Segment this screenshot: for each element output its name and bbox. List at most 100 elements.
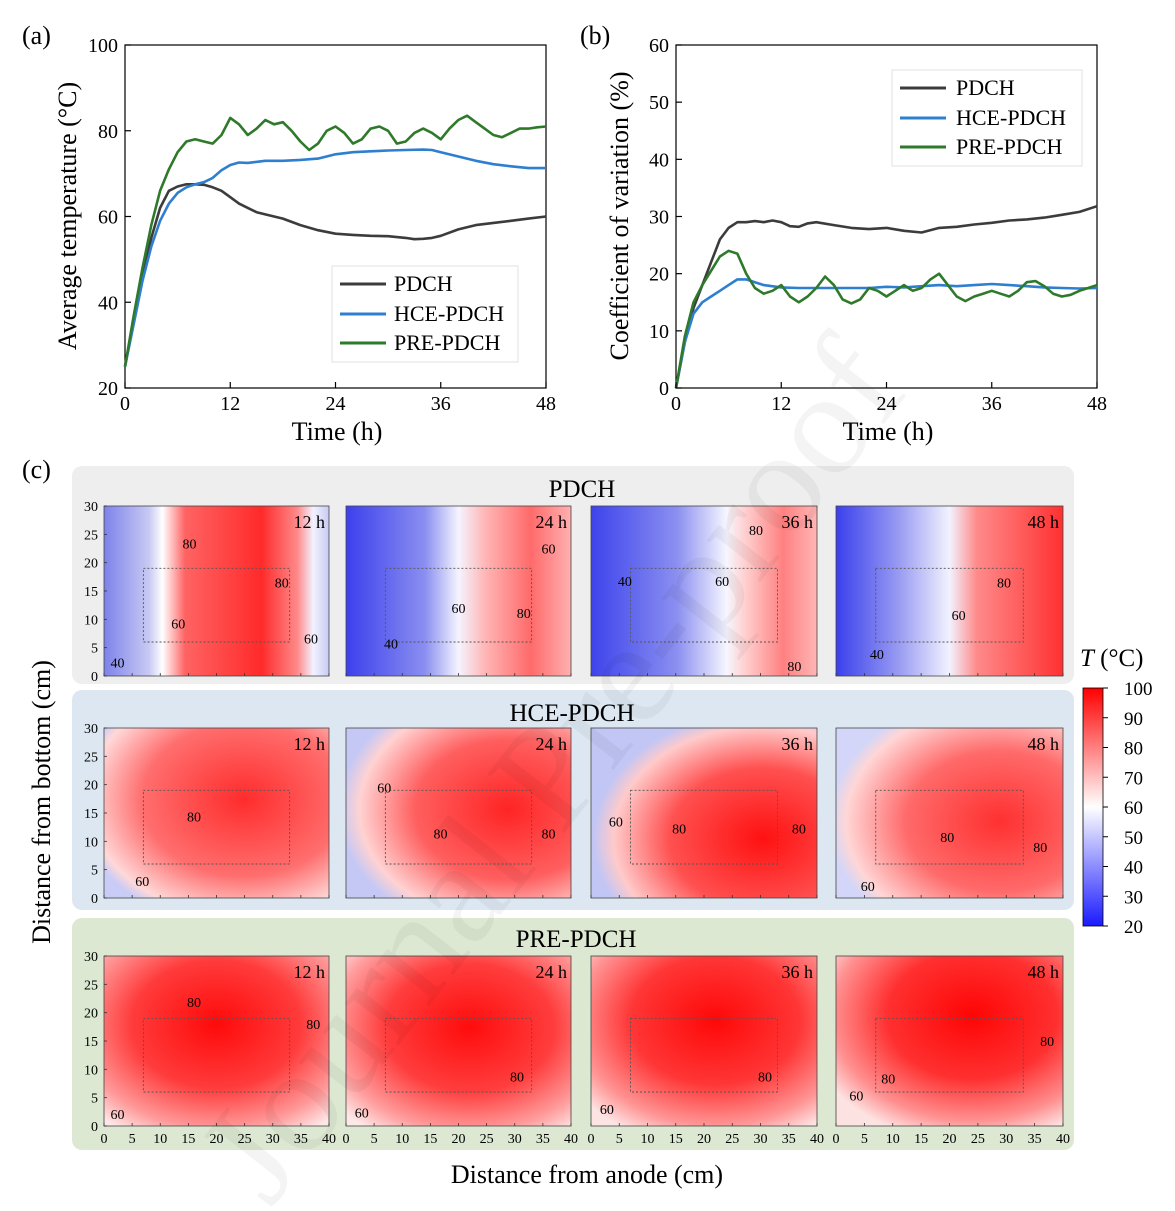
panel-b-legend: PDCH HCE-PDCH PRE-PDCH <box>891 69 1083 167</box>
contour-label: 60 <box>542 543 556 558</box>
colorbar-scale <box>1082 687 1104 927</box>
time-label: 24 h <box>536 734 568 754</box>
y-tick-label: 50 <box>649 92 669 114</box>
time-label: 12 h <box>294 962 326 982</box>
series-line-pre-pdch <box>123 114 547 367</box>
x-tick-label: 35 <box>294 1132 308 1147</box>
heatmap-field <box>345 727 572 899</box>
x-tick-label: 35 <box>1028 1132 1042 1147</box>
colorbar-ticks: 20 30 40 50 60 70 80 90 100 <box>1103 679 1153 938</box>
x-tick-label: 24 <box>326 393 346 415</box>
contour-label: 60 <box>600 1103 614 1118</box>
y-tick-label: 10 <box>649 321 669 343</box>
legend-label-pre-pdch: PRE-PDCH <box>394 330 500 355</box>
y-tick-label: 20 <box>84 1007 98 1022</box>
electrode-region <box>630 789 778 865</box>
time-label: 36 h <box>782 962 814 982</box>
contour-label: 40 <box>384 638 398 653</box>
panel-a-label: (a) <box>22 21 51 50</box>
x-tick-label: 35 <box>536 1132 550 1147</box>
heatmap-hce-pdch-24-h: 24 h 60 80 80 <box>345 727 572 899</box>
y-tick-label: 5 <box>91 1092 98 1107</box>
contour-label: 80 <box>306 1018 320 1033</box>
panel-a-y-axis-title: Average temperature (°C) <box>53 82 82 350</box>
contour-label: 80 <box>792 822 806 837</box>
y-tick-label: 30 <box>84 500 98 515</box>
x-tick-label: 20 <box>452 1132 466 1147</box>
electrode-region <box>142 1017 291 1093</box>
y-tick-label: 10 <box>84 835 98 850</box>
x-tick-label: 0 <box>120 393 130 415</box>
heatmap-pre-pdch-48-h: 48 h 80 80 60 0 5 10 15 20 25 30 35 40 <box>833 955 1070 1147</box>
y-tick-label: 60 <box>98 207 118 229</box>
x-tick-label: 15 <box>423 1132 437 1147</box>
contour-label: 80 <box>749 524 763 539</box>
x-tick-label: 35 <box>782 1132 796 1147</box>
panel-a: (a) 0 12 24 36 48 20 40 60 80 100 Time (h) Averag… <box>22 21 556 446</box>
contour-label: 80 <box>672 822 686 837</box>
contour-label: 60 <box>861 880 875 895</box>
legend-label-hce-pdch: HCE-PDCH <box>394 301 504 326</box>
x-tick-label: 5 <box>616 1132 623 1147</box>
y-tick-label: 20 <box>84 557 98 572</box>
colorbar-label: T (°C) <box>1080 645 1143 672</box>
x-tick-label: 36 <box>431 393 451 415</box>
row-title-pdch: PDCH <box>549 476 616 503</box>
x-tick-label: 25 <box>971 1132 985 1147</box>
panel-c-label: (c) <box>22 455 51 484</box>
y-tick-label: 0 <box>91 892 98 907</box>
contour-label: 80 <box>510 1071 524 1086</box>
contour-label: 80 <box>275 577 289 592</box>
contour-label: 60 <box>304 633 318 648</box>
panel-a-series <box>123 114 547 367</box>
x-tick-label: 36 <box>982 393 1002 415</box>
series-line-hce-pdch <box>674 278 1098 389</box>
panel-a-x-axis-title: Time (h) <box>292 417 383 446</box>
contour-label: 60 <box>377 782 391 797</box>
y-tick-label: 0 <box>91 1120 98 1135</box>
legend-label-pre-pdch: PRE-PDCH <box>956 134 1062 159</box>
x-tick-label: 30 <box>999 1132 1013 1147</box>
contour-label: 80 <box>940 831 954 846</box>
x-tick-label: 10 <box>641 1132 655 1147</box>
heatmap-field <box>590 505 818 677</box>
contour-label: 80 <box>997 577 1011 592</box>
x-tick-label: 24 <box>877 393 897 415</box>
heatmap-hce-pdch-36-h: 36 h 60 80 80 <box>590 727 818 899</box>
x-tick-label: 30 <box>754 1132 768 1147</box>
x-tick-label: 0 <box>833 1132 840 1147</box>
time-label: 36 h <box>782 512 814 532</box>
time-label: 48 h <box>1028 962 1060 982</box>
electrode-region <box>875 567 1024 643</box>
heatmap-field <box>103 505 330 677</box>
heatmap-field <box>103 955 330 1127</box>
panel-c-x-axis-title: Distance from anode (cm) <box>451 1160 723 1189</box>
x-tick-label: 5 <box>129 1132 136 1147</box>
x-tick-label: 20 <box>943 1132 957 1147</box>
y-tick-label: 40 <box>649 149 669 171</box>
x-tick-label: 25 <box>725 1132 739 1147</box>
x-tick-label: 12 <box>220 393 240 415</box>
electrode-region <box>875 789 1024 865</box>
electrode-region <box>384 789 533 865</box>
heatmap-pdch-48-h: 48 h 80 60 40 <box>835 505 1064 677</box>
x-tick-label: 40 <box>1056 1132 1070 1147</box>
contour-label: 80 <box>183 537 197 552</box>
contour-label: 40 <box>618 575 632 590</box>
series-line-hce-pdch <box>123 148 546 367</box>
x-tick-label: 48 <box>1087 393 1107 415</box>
heatmap-pdch-12-h: 12 h 80 80 60 60 40 0 5 10 15 20 25 30 <box>84 500 330 685</box>
x-tick-label: 40 <box>810 1132 824 1147</box>
electrode-region <box>875 1017 1024 1093</box>
heatmap-panels: 12 h 80 80 60 60 40 0 5 10 15 20 25 30 24 h 60 60 80 40 36… <box>84 500 1070 1147</box>
time-label: 12 h <box>294 512 326 532</box>
y-tick-label: 20 <box>84 779 98 794</box>
panel-b-series <box>674 204 1098 389</box>
x-tick-label: 5 <box>371 1132 378 1147</box>
y-tick-label: 25 <box>84 978 98 993</box>
colorbar-tick-label: 90 <box>1124 709 1143 730</box>
panel-b-ticks: 0 12 24 36 48 0 10 20 30 40 50 60 <box>649 35 1107 415</box>
contour-label: 60 <box>715 575 729 590</box>
colorbar-tick-label: 70 <box>1124 768 1143 789</box>
